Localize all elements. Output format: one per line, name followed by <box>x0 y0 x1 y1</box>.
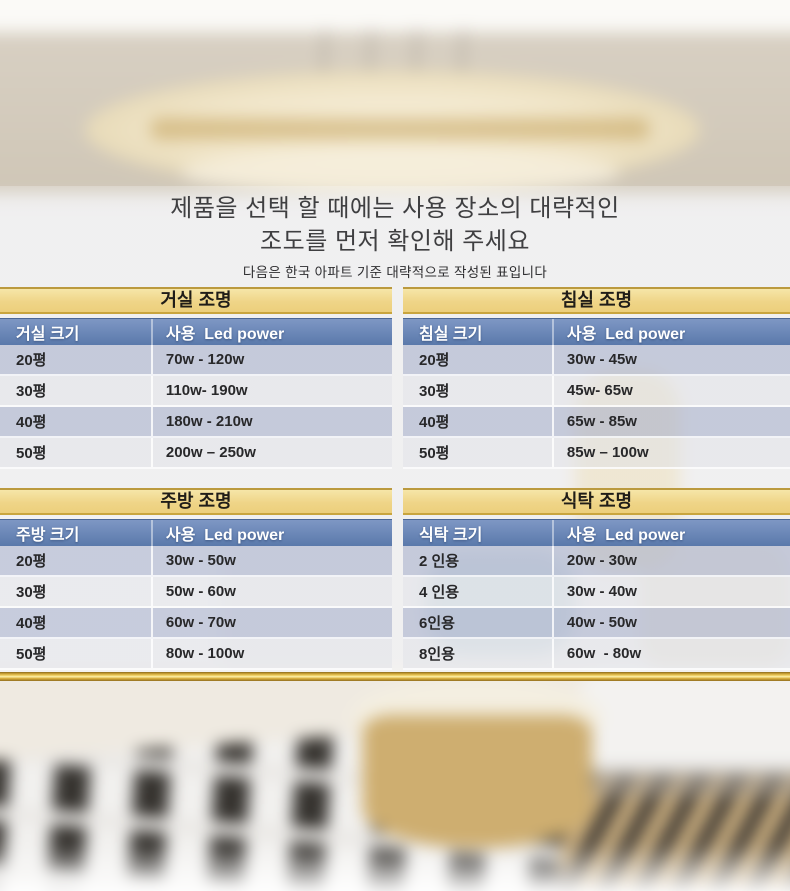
table-row: 50평 200w – 250w <box>0 438 392 469</box>
chandelier-gold-band <box>150 118 650 140</box>
cell-power: 85w – 100w <box>566 444 649 461</box>
page-title-line2: 조도를 먼저 확인해 주세요 <box>260 228 530 255</box>
ceiling-highlight <box>0 0 790 32</box>
cell-power: 30w - 40w <box>566 583 637 600</box>
cell-power: 50w - 60w <box>165 583 236 600</box>
cell-size: 20평 <box>403 345 554 374</box>
column-header-power: 사용 Led power <box>566 326 686 343</box>
cell-size: 8인용 <box>403 639 554 668</box>
cell-power: 110w- 190w <box>165 382 248 399</box>
cell-power: 65w - 85w <box>566 413 637 430</box>
table-title: 주방 조명 <box>0 488 392 515</box>
column-header-size: 주방 크기 <box>0 520 153 546</box>
cell-power: 70w - 120w <box>165 351 245 368</box>
table-header-row: 거실 크기 사용 Led power <box>0 318 392 345</box>
white-sofa-base <box>580 670 790 775</box>
column-header-size: 거실 크기 <box>0 319 153 345</box>
cell-power: 180w - 210w <box>165 413 253 430</box>
cell-power: 40w - 50w <box>566 614 637 631</box>
table-row: 20평 70w - 120w <box>0 345 392 376</box>
cell-size: 2 인용 <box>403 546 554 575</box>
cell-power: 20w - 30w <box>566 552 637 569</box>
cell-size: 40평 <box>403 407 554 436</box>
cell-size: 4 인용 <box>403 577 554 606</box>
coffee-table-fluted-body <box>362 715 592 848</box>
table-header-row: 주방 크기 사용 Led power <box>0 519 392 546</box>
table-header-row: 식탁 크기 사용 Led power <box>403 519 790 546</box>
table-row: 50평 80w - 100w <box>0 639 392 670</box>
table-living-room-lighting: 거실 조명 거실 크기 사용 Led power 20평 70w - 120w … <box>0 287 392 469</box>
table-row: 20평 30w - 50w <box>0 546 392 577</box>
lighting-tables-grid: 거실 조명 거실 크기 사용 Led power 20평 70w - 120w … <box>0 287 790 670</box>
column-header-power: 사용 Led power <box>165 326 285 343</box>
page-title: 제품을 선택 할 때에는 사용 장소의 대략적인 조도를 먼저 확인해 주세요 <box>0 192 790 258</box>
cell-size: 30평 <box>403 376 554 405</box>
table-row: 30평 50w - 60w <box>0 577 392 608</box>
cell-size: 30평 <box>0 376 153 405</box>
cell-size: 20평 <box>0 546 153 575</box>
table-row: 30평 110w- 190w <box>0 376 392 407</box>
bottom-fade <box>0 845 790 891</box>
cell-size: 20평 <box>0 345 153 374</box>
cell-power: 30w - 50w <box>165 552 236 569</box>
cell-power: 45w- 65w <box>566 382 633 399</box>
column-header-size: 침실 크기 <box>403 319 554 345</box>
table-kitchen-lighting: 주방 조명 주방 크기 사용 Led power 20평 30w - 50w 3… <box>0 488 392 670</box>
cell-power: 200w – 250w <box>165 444 256 461</box>
cell-size: 30평 <box>0 577 153 606</box>
table-row: 2 인용 20w - 30w <box>403 546 790 577</box>
page-subtitle: 다음은 한국 아파트 기준 대략적으로 작성된 표입니다 <box>242 265 548 280</box>
table-title: 거실 조명 <box>0 287 392 314</box>
cell-size: 50평 <box>403 438 554 467</box>
table-row: 40평 180w - 210w <box>0 407 392 438</box>
cell-size: 40평 <box>0 407 153 436</box>
cell-power: 60w - 70w <box>165 614 236 631</box>
table-bedroom-lighting: 침실 조명 침실 크기 사용 Led power 20평 30w - 45w 3… <box>403 287 790 469</box>
gold-divider-bar <box>0 672 790 681</box>
table-title: 침실 조명 <box>403 287 790 314</box>
column-header-power: 사용 Led power <box>566 527 686 544</box>
table-row: 6인용 40w - 50w <box>403 608 790 639</box>
table-row: 40평 65w - 85w <box>403 407 790 438</box>
cell-power: 30w - 45w <box>566 351 637 368</box>
table-row: 8인용 60w - 80w <box>403 639 790 670</box>
table-title: 식탁 조명 <box>403 488 790 515</box>
cell-power: 60w - 80w <box>566 645 642 662</box>
table-header-row: 침실 크기 사용 Led power <box>403 318 790 345</box>
cell-size: 6인용 <box>403 608 554 637</box>
table-row: 50평 85w – 100w <box>403 438 790 469</box>
cell-size: 50평 <box>0 438 153 467</box>
cell-size: 40평 <box>0 608 153 637</box>
sofa-shadow <box>580 768 790 796</box>
column-header-power: 사용 Led power <box>165 527 285 544</box>
page-title-line1: 제품을 선택 할 때에는 사용 장소의 대략적인 <box>170 195 620 222</box>
column-header-size: 식탁 크기 <box>403 520 554 546</box>
table-row: 20평 30w - 45w <box>403 345 790 376</box>
table-dining-lighting: 식탁 조명 식탁 크기 사용 Led power 2 인용 20w - 30w … <box>403 488 790 670</box>
cell-power: 80w - 100w <box>165 645 245 662</box>
table-row: 4 인용 30w - 40w <box>403 577 790 608</box>
table-row: 40평 60w - 70w <box>0 608 392 639</box>
table-row: 30평 45w- 65w <box>403 376 790 407</box>
cell-size: 50평 <box>0 639 153 668</box>
